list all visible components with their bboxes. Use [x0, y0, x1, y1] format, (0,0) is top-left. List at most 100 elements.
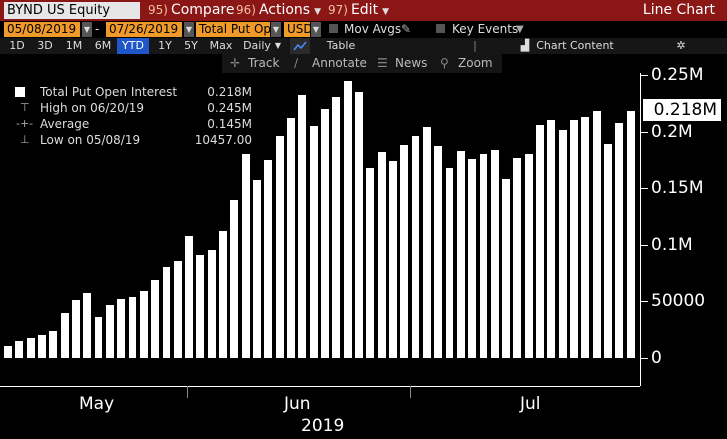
range-1y[interactable]: 1Y — [158, 39, 172, 52]
bar-06-25 — [377, 151, 386, 358]
tools-row: ✛ Track ∕ Annotate ☰ News ⚲ Zoom — [222, 54, 502, 73]
bar-07-08 — [468, 158, 477, 358]
bar-06-17 — [309, 125, 318, 358]
ticker-field[interactable]: BYND US Equity — [4, 2, 140, 19]
bar-06-19 — [332, 96, 341, 358]
compare-label: Compare — [170, 2, 235, 18]
annotate-icon: ∕ — [294, 56, 299, 70]
end-date-field[interactable]: 07/26/2019 — [106, 22, 182, 37]
currency-field[interactable]: USD — [284, 22, 310, 37]
bar-05-30 — [173, 260, 182, 358]
end-date-dropdown-icon[interactable]: ▼ — [184, 22, 194, 37]
bar-07-23 — [592, 111, 601, 358]
start-date-dropdown-icon[interactable]: ▼ — [82, 22, 92, 37]
plot-area[interactable] — [0, 73, 640, 386]
range-3d[interactable]: 3D — [37, 39, 53, 52]
mov-avgs-checkbox[interactable] — [329, 24, 338, 33]
bar-06-10 — [253, 180, 261, 358]
bar-06-07 — [241, 154, 250, 358]
field-dropdown-icon[interactable]: ▼ — [271, 22, 281, 37]
y-tick-label: 0 — [651, 348, 662, 368]
bar-05-22 — [117, 299, 126, 358]
bar-06-05 — [219, 231, 227, 358]
bar-06-14 — [298, 95, 307, 358]
month-label-jun: Jun — [284, 394, 311, 414]
key-events-checkbox[interactable] — [436, 24, 445, 33]
bar-07-16 — [536, 124, 544, 358]
bar-06-21 — [354, 91, 363, 358]
chart-icon[interactable] — [290, 38, 310, 54]
y-tick-label: 0.15M — [651, 178, 704, 199]
bar-05-16 — [71, 300, 80, 358]
range-1m[interactable]: 1M — [65, 39, 83, 52]
track-tool[interactable]: Track — [248, 56, 280, 70]
bar-07-09 — [479, 154, 488, 358]
range-5y[interactable]: 5Y — [184, 39, 198, 52]
legend-series-row[interactable]: Total Put Open Interest 0.218M — [12, 84, 264, 100]
chart-content-icon: ▟ — [520, 39, 530, 52]
bar-07-01 — [422, 127, 431, 358]
bar-07-22 — [581, 116, 590, 358]
date-separator: - — [95, 22, 100, 36]
edit-menu[interactable]: 97) Edit ▼ — [328, 2, 389, 19]
last-value-label: 0.218M — [643, 99, 721, 121]
legend-low-label: Low on 05/08/19 — [40, 133, 141, 147]
year-label: 2019 — [301, 416, 345, 436]
currency-dropdown-icon[interactable]: ▼ — [311, 22, 321, 37]
actions-menu[interactable]: 96) Actions ▼ — [236, 2, 321, 19]
frequency-dropdown-icon[interactable]: ▼ — [274, 41, 282, 50]
bar-07-03 — [445, 167, 454, 358]
legend-series-label: Total Put Open Interest — [40, 85, 178, 99]
bar-05-21 — [105, 304, 114, 358]
compare-menu[interactable]: 95) Compare — [148, 2, 234, 19]
bar-06-20 — [343, 80, 352, 358]
month-label-may: May — [79, 394, 115, 414]
bar-05-24 — [139, 291, 148, 358]
bar-05-13 — [37, 335, 46, 358]
gear-icon[interactable]: ✲ — [676, 39, 686, 52]
field-selector[interactable]: Total Put Op — [196, 22, 270, 37]
zoom-tool[interactable]: Zoom — [458, 56, 493, 70]
range-1d[interactable]: 1D — [9, 39, 25, 52]
frequency-select[interactable]: Daily — [243, 39, 271, 52]
divider-icon: | — [473, 39, 477, 52]
bar-07-12 — [513, 157, 522, 358]
key-events-dropdown-icon[interactable]: ▼ — [516, 24, 524, 35]
start-date-field[interactable]: 05/08/2019 — [4, 22, 80, 37]
annotate-tool[interactable]: Annotate — [312, 56, 367, 70]
bar-07-26 — [626, 111, 635, 358]
y-tick-label: 0.2M — [651, 121, 693, 142]
crosshair-icon: ✛ — [230, 56, 241, 70]
legend-average-value: 0.145M — [207, 117, 252, 131]
legend-swatch — [15, 87, 25, 97]
month-divider — [410, 386, 411, 398]
legend-low-value: 10457.00 — [194, 133, 252, 147]
legend-high-value: 0.245M — [207, 101, 252, 115]
legend-average-row: -+- Average 0.145M — [12, 116, 264, 132]
average-marker-icon: -+- — [16, 117, 34, 130]
chart-content-button[interactable]: Chart Content — [536, 39, 614, 52]
bar-07-18 — [558, 130, 567, 358]
bar-05-17 — [83, 293, 92, 358]
low-marker-icon: ⊥ — [20, 133, 30, 146]
bar-05-23 — [128, 296, 137, 358]
y-tick — [641, 358, 648, 359]
key-events-label: Key Events — [452, 22, 519, 36]
bar-05-20 — [94, 317, 103, 358]
mov-avgs-label: Mov Avgs — [344, 22, 402, 36]
legend-high-row: ⊤ High on 06/20/19 0.245M — [12, 100, 264, 116]
table-button[interactable]: Table — [326, 39, 356, 52]
bar-05-15 — [60, 312, 69, 358]
bar-05-08 — [4, 346, 12, 358]
legend-series-value: 0.218M — [207, 85, 252, 99]
bar-05-31 — [185, 235, 194, 358]
news-tool[interactable]: News — [395, 56, 428, 70]
pencil-icon[interactable]: ✎ — [401, 22, 412, 36]
range-row: 1D 3D 1M 6M YTD 1Y 5Y Max Daily ▼ Table … — [0, 38, 727, 54]
y-tick — [641, 188, 648, 190]
range-max[interactable]: Max — [209, 39, 233, 52]
zoom-icon: ⚲ — [440, 56, 449, 70]
bar-06-04 — [207, 250, 216, 358]
range-6m[interactable]: 6M — [94, 39, 112, 52]
range-ytd[interactable]: YTD — [117, 38, 149, 54]
